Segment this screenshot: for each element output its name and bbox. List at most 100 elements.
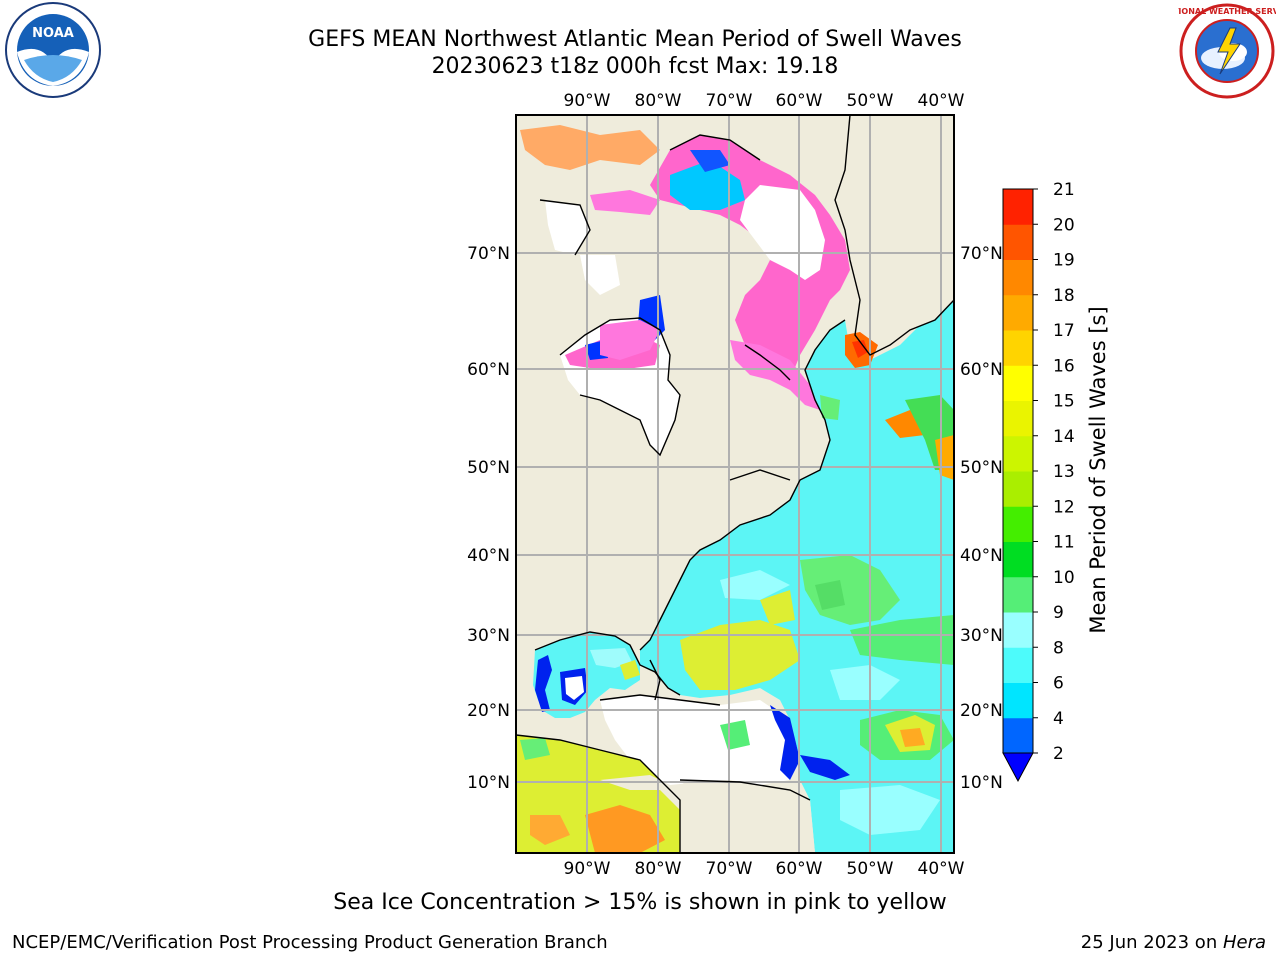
lon-label-bottom: 50°W [847,859,894,879]
swell-yellow-2 [760,590,795,625]
lat-label-right: 10°N [960,773,1003,793]
colorbar-tick-label: 6 [1053,674,1064,694]
swell-hotspot-north-red [852,340,868,358]
lat-labels-right: 70°N 60°N 50°N 40°N 30°N 20°N 10°N [960,244,1003,793]
colorbar-tick-label: 4 [1053,709,1064,729]
nws-logo: NATIONAL WEATHER SERVICE [1178,3,1276,99]
lon-label-bottom: 40°W [918,859,965,879]
swell-yellow-1 [680,620,800,690]
colorbar-segment [1003,541,1033,578]
lon-label-top: 60°W [776,91,823,111]
colorbar-segment [1003,224,1033,260]
colorbar-tick-label: 8 [1053,638,1064,658]
lat-label-right: 40°N [960,546,1003,566]
colorbar-segment [1003,435,1033,472]
colorbar-segment [1003,506,1033,542]
nws-logo-text: NATIONAL WEATHER SERVICE [1178,7,1276,16]
colorbar-segment [1003,330,1033,366]
baffin-bay-white [740,185,825,280]
footer-date-text: 25 Jun 2023 on [1080,932,1223,953]
footer-date: 25 Jun 2023 on Hera [1081,932,1266,953]
colorbar-tick-label: 10 [1053,568,1075,588]
greenland [835,115,954,355]
lat-label-left: 20°N [467,701,510,721]
swell-green-south [850,615,954,665]
labrador-ice [730,340,820,410]
footer-credit: NCEP/EMC/Verification Post Processing Pr… [12,932,608,953]
map-frame [515,114,955,854]
swell-green-3 [815,580,845,610]
swell-orange-east [935,435,954,480]
lon-label-bottom: 80°W [635,859,682,879]
map-title: GEFS MEAN Northwest Atlantic Mean Period… [308,27,962,52]
swell-pale-se [840,785,940,835]
arctic-island-white-2 [580,255,620,295]
colorbar-tick-label: 21 [1053,180,1075,200]
colorbar-segment [1003,717,1033,754]
lon-label-top: 40°W [918,91,965,111]
colorbar-under-triangle [1002,752,1034,783]
lon-labels-bottom: 90°W 80°W 70°W 60°W 50°W 40°W [564,859,965,879]
lat-label-left: 30°N [467,626,510,646]
lat-label-left: 60°N [467,360,510,380]
colorbar-segment [1003,259,1033,296]
noaa-logo: NOAA [5,2,101,98]
south-america-green [520,738,550,760]
antilles-dark [800,755,850,780]
sea-ice-note: Sea Ice Concentration > 15% is shown in … [333,890,947,915]
colorbar-tick-label: 20 [1053,215,1075,235]
lat-label-right: 60°N [960,360,1003,380]
colorbar-tick-label: 11 [1053,533,1075,553]
lon-label-bottom: 60°W [776,859,823,879]
lat-label-right: 70°N [960,244,1003,264]
colorbar-segment [1003,471,1033,507]
lat-label-left: 50°N [467,458,510,478]
lon-label-top: 70°W [706,91,753,111]
colorbar-segment [1003,189,1033,225]
gulf-pale [590,648,632,668]
lon-labels-top: 90°W 80°W 70°W 60°W 50°W 40°W [564,91,965,111]
swell-pale-1 [830,665,900,700]
colorbar-tick-label: 9 [1053,603,1064,623]
venezuela-land [680,780,815,853]
colorbar-tick-label: 15 [1053,392,1075,412]
colorbar-tick-label: 14 [1053,427,1075,447]
map-area [516,115,954,853]
lon-label-top: 80°W [635,91,682,111]
arctic-ice-pink [590,190,660,215]
south-america-orange-2 [530,815,570,845]
footer-machine: Hera [1222,932,1266,953]
caribbean-dark-edge [770,705,800,780]
colorbar-tick-label: 12 [1053,497,1075,517]
graticule [516,115,954,853]
swell-green-near-coast [720,720,750,750]
colorbar-segment [1003,576,1033,613]
colorbar-tick-label: 18 [1053,286,1075,306]
lat-label-right: 50°N [960,458,1003,478]
lat-label-left: 10°N [467,773,510,793]
swell-yellow-gulf [620,660,640,680]
lat-label-left: 40°N [467,546,510,566]
colorbar-tick-label: 17 [1053,321,1075,341]
south-america-orange [585,805,665,853]
colorbar-label: Mean Period of Swell Waves [s] [1086,306,1110,633]
colorbar-segment [1003,682,1033,719]
colorbar-segment [1003,365,1033,401]
atlantic-ocean [640,300,954,853]
arctic-ice-orange [520,125,660,170]
colorbar-segment [1003,294,1033,331]
swell-green-mid [820,395,840,420]
colorbar-segment [1003,647,1033,683]
lon-label-top: 50°W [847,91,894,111]
swell-pale-2 [720,570,790,600]
colorbar-tick-label: 2 [1053,744,1064,764]
arctic-island-white [545,200,590,255]
colorbar-segment [1003,612,1033,648]
colorbar-tick-label: 19 [1053,251,1075,271]
ungava-ice [600,320,660,360]
lat-label-right: 30°N [960,626,1003,646]
colorbar-segment [1003,400,1033,437]
swell-orange-se [900,728,925,747]
colorbar: 2 4 6 8 9 10 11 12 13 14 15 16 17 18 19 20 21 [1002,180,1075,783]
